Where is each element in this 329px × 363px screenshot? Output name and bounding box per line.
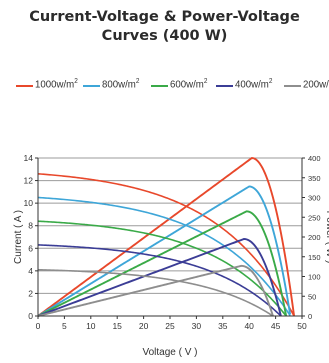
y-right-tick-label: 400 xyxy=(308,154,321,163)
y-right-tick-label: 300 xyxy=(308,194,321,203)
y-left-tick-label: 6 xyxy=(28,243,33,253)
y-right-tick-label: 350 xyxy=(308,174,321,183)
y-left-tick-label: 10 xyxy=(24,198,34,208)
y-left-tick-label: 8 xyxy=(28,221,33,231)
y-right-tick-label: 50 xyxy=(308,292,316,301)
x-tick-label: 50 xyxy=(297,321,307,331)
x-tick-label: 15 xyxy=(112,321,122,331)
y-left-tick-label: 2 xyxy=(28,288,33,298)
x-tick-label: 30 xyxy=(192,321,202,331)
y-axis-right-label: Power ( W ) xyxy=(324,211,329,264)
x-tick-label: 20 xyxy=(139,321,149,331)
y-left-tick-label: 12 xyxy=(24,176,34,186)
y-right-tick-label: 100 xyxy=(308,273,321,282)
x-tick-label: 10 xyxy=(86,321,96,331)
iv-curve xyxy=(38,270,273,316)
y-right-tick-label: 250 xyxy=(308,213,321,222)
y-left-tick-label: 14 xyxy=(24,153,34,163)
x-tick-label: 45 xyxy=(271,321,281,331)
x-tick-label: 40 xyxy=(244,321,254,331)
x-tick-label: 5 xyxy=(62,321,67,331)
y-left-tick-label: 4 xyxy=(28,266,33,276)
y-left-tick-label: 0 xyxy=(28,311,33,321)
x-tick-label: 35 xyxy=(218,321,228,331)
y-right-tick-label: 0 xyxy=(308,312,312,321)
x-tick-label: 25 xyxy=(165,321,175,331)
y-right-tick-label: 200 xyxy=(308,233,321,242)
pv-curve xyxy=(38,211,286,316)
y-axis-left-label: Current ( A ) xyxy=(13,210,24,264)
x-tick-label: 0 xyxy=(36,321,41,331)
x-axis-label: Voltage ( V ) xyxy=(142,347,197,358)
y-right-tick-label: 150 xyxy=(308,253,321,262)
